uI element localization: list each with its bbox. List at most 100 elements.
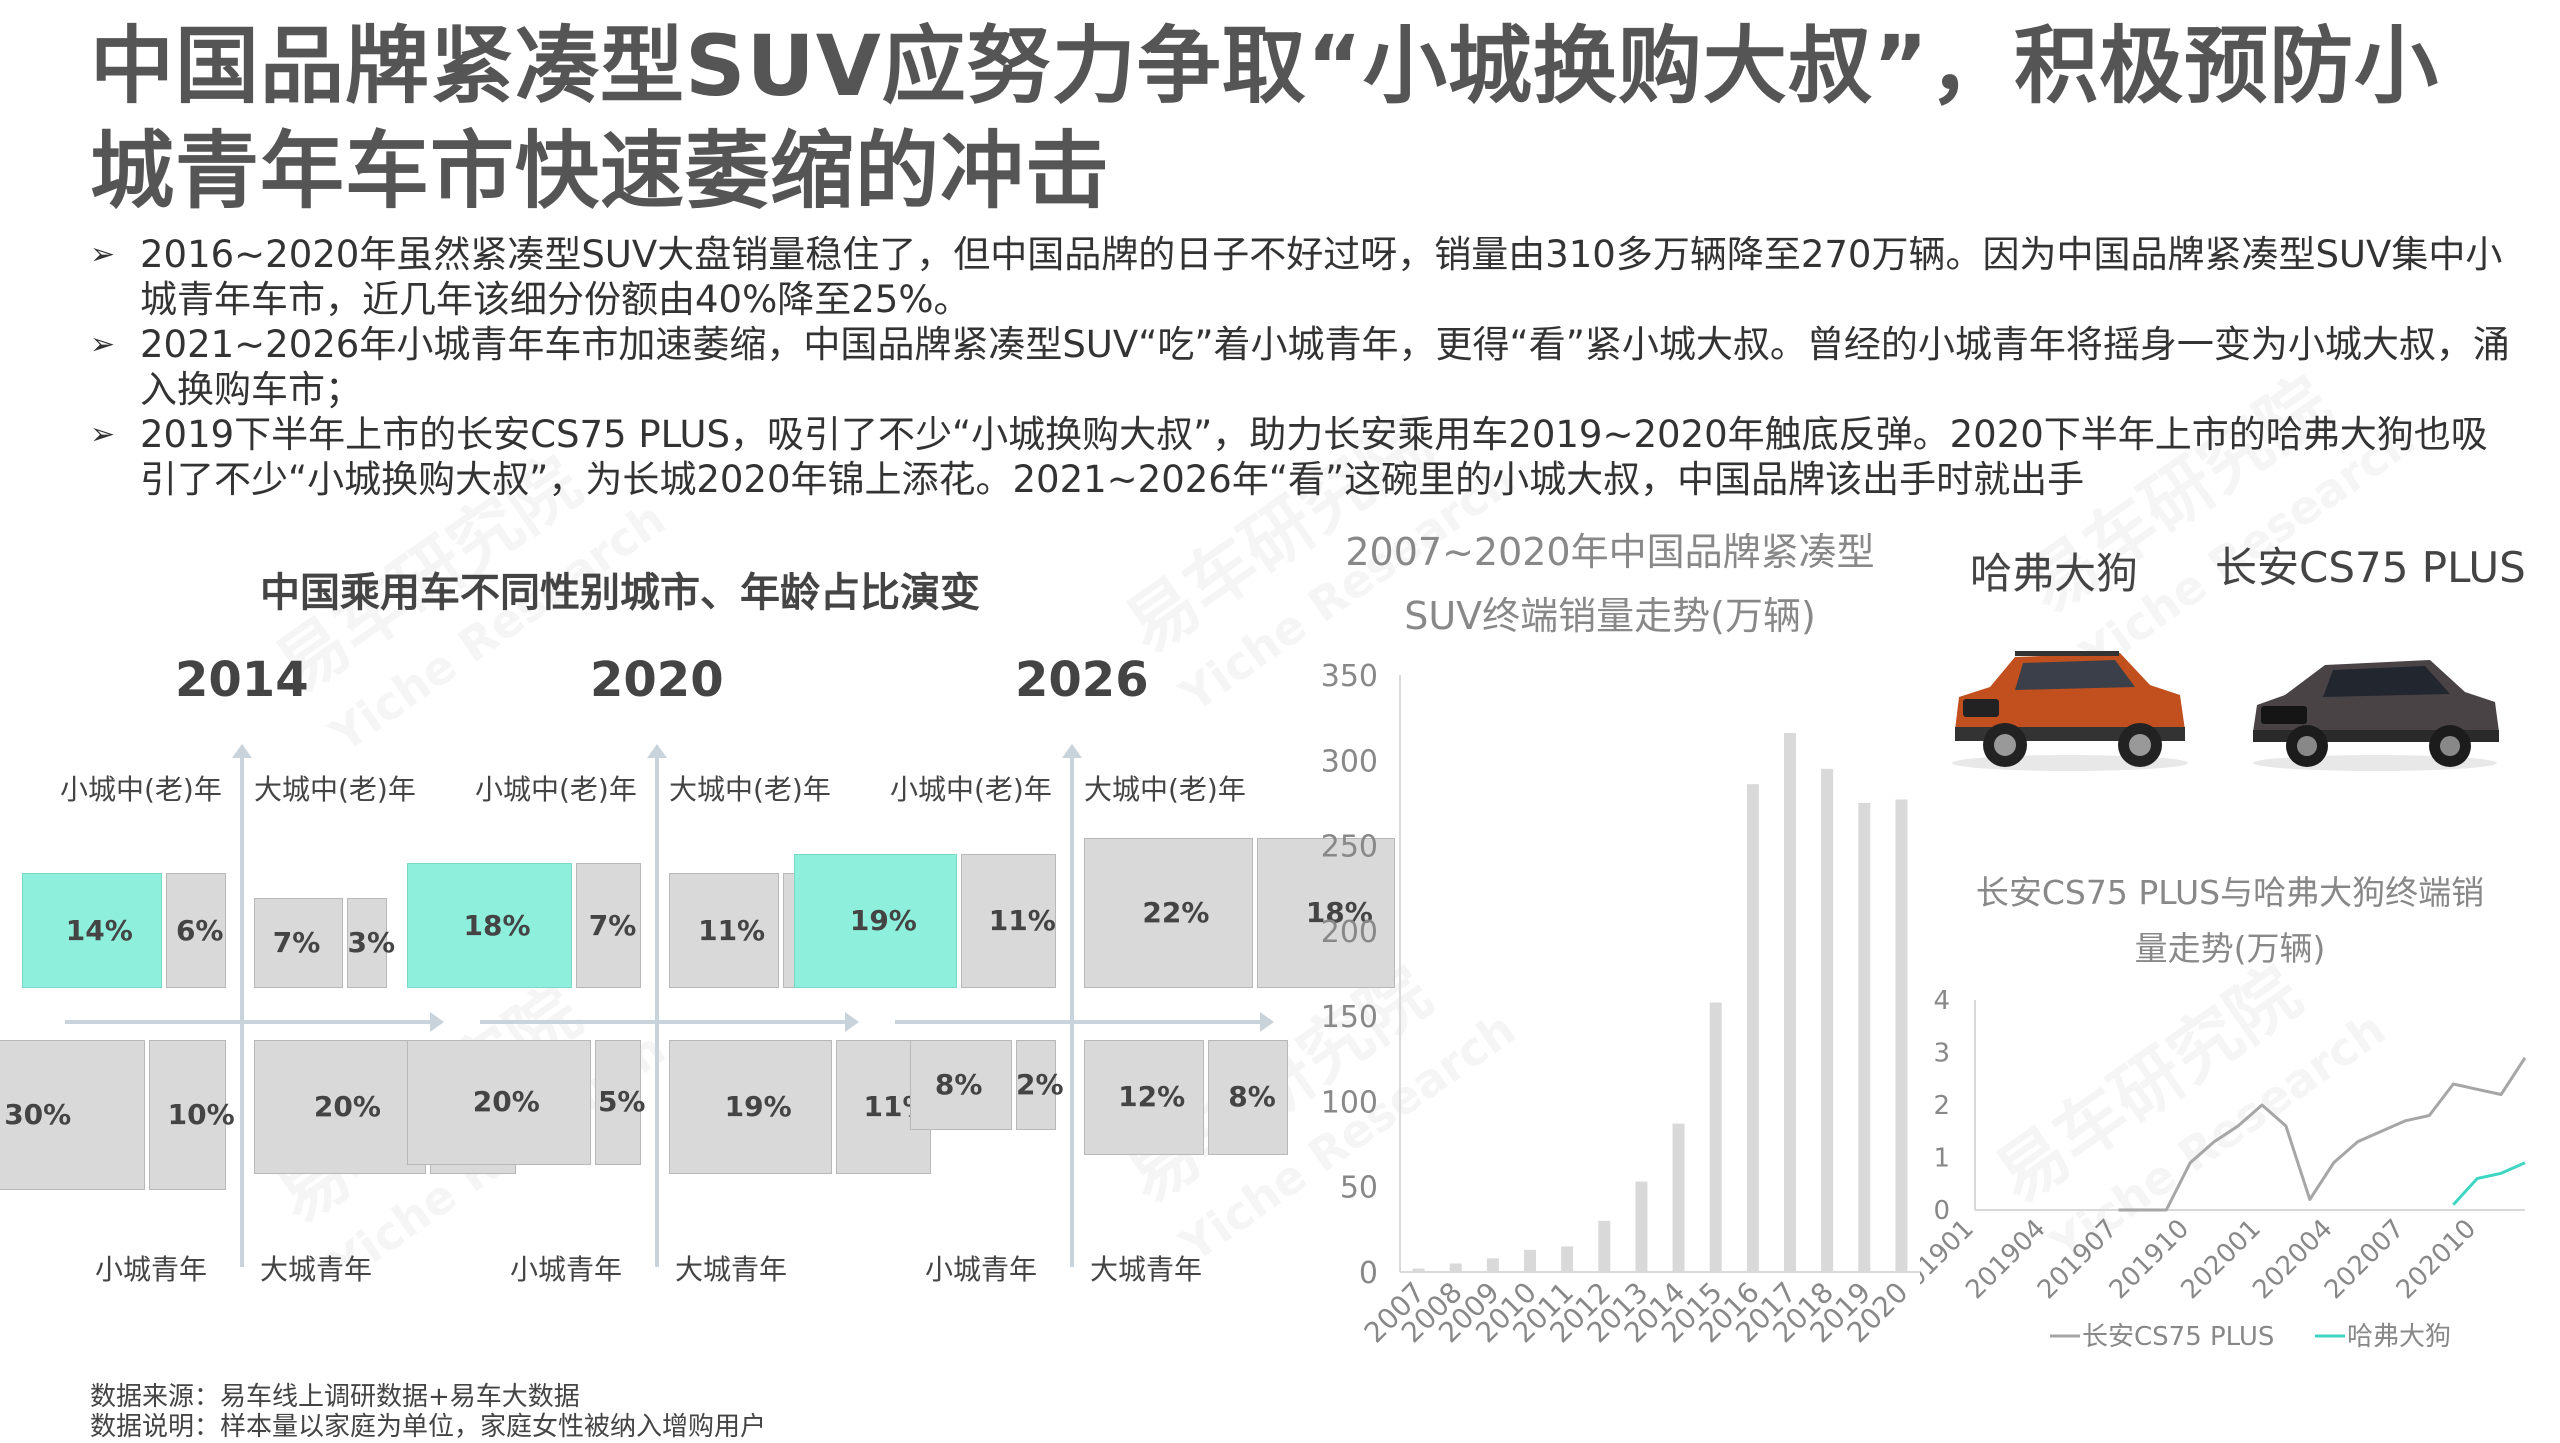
x-tick-label: 202010 — [2391, 1214, 2482, 1305]
car-name-cs75: 长安CS75 PLUS — [2215, 543, 2526, 592]
year-label: 2020 — [590, 652, 724, 708]
bar — [1635, 1181, 1648, 1272]
share-box — [669, 873, 780, 988]
bar — [1821, 768, 1834, 1272]
share-box — [0, 1040, 146, 1190]
share-value: 12% — [1118, 1080, 1186, 1114]
arrow-bullet-icon: ➢ — [90, 417, 116, 452]
share-box — [1084, 1040, 1205, 1155]
arrow-bullet-icon: ➢ — [90, 237, 116, 272]
bar — [1746, 784, 1759, 1272]
bar-chart-title: 2007~2020年中国品牌紧凑型 SUV终端销量走势(万辆) — [1320, 520, 1900, 648]
quadrant-axis-vertical — [655, 752, 659, 1267]
quadrant-label-tl: 小城中(老)年 — [60, 773, 222, 806]
axis-arrow-icon — [232, 744, 252, 758]
watermark: Yiche Research — [320, 491, 675, 763]
bar — [1486, 1258, 1499, 1272]
share-box — [21, 873, 162, 988]
y-tick-label: 350 — [1321, 659, 1378, 694]
arrow-bullet-icon: ➢ — [90, 327, 116, 362]
bar — [1561, 1246, 1574, 1272]
y-tick-label: 2 — [1933, 1091, 1950, 1121]
share-value: 18% — [1305, 896, 1373, 930]
share-value: 8% — [1228, 1080, 1276, 1114]
share-box — [594, 1040, 641, 1165]
quadrant-label-br: 大城青年 — [260, 1253, 373, 1286]
share-box — [1256, 838, 1395, 988]
quadrant-label-tl: 小城中(老)年 — [890, 773, 1052, 806]
y-tick-label: 1 — [1933, 1144, 1950, 1174]
x-tick-label: 201907 — [2032, 1214, 2123, 1305]
share-box — [1084, 838, 1253, 988]
line-chart-title: 长安CS75 PLUS与哈弗大狗终端销 量走势(万辆) — [1960, 865, 2500, 977]
quadrant-axis-vertical — [1070, 752, 1074, 1267]
x-tick-label: 202004 — [2247, 1214, 2338, 1305]
changan-cs75-plus-car-image — [2253, 660, 2499, 771]
share-value: 3% — [347, 926, 396, 960]
quadrant-label-br: 大城青年 — [675, 1253, 788, 1286]
bullet-list: ➢ 2016~2020年虽然紧凑型SUV大盘销量稳住了，但中国品牌的日子不好过呀… — [90, 232, 2510, 502]
bar-chart: 0501001502002503003502007200820092010201… — [1321, 659, 1920, 1349]
share-box — [1208, 1040, 1289, 1155]
share-value: 22% — [1142, 896, 1210, 930]
bullet-item: ➢ 2019下半年上市的长安CS75 PLUS，吸引了不少“小城换购大叔”，助力… — [90, 412, 2510, 502]
share-value: 18% — [463, 908, 531, 942]
bar — [1709, 1002, 1722, 1272]
quadrant-label-tr: 大城中(老)年 — [254, 773, 416, 806]
share-value: 20% — [472, 1085, 540, 1119]
y-tick-label: 3 — [1933, 1039, 1950, 1069]
share-value: 20% — [313, 1089, 381, 1123]
x-tick-label: 202007 — [2319, 1214, 2410, 1305]
share-box — [669, 1040, 833, 1174]
x-tick-label: 202001 — [2176, 1214, 2267, 1305]
bar — [1895, 799, 1908, 1272]
footer-note: 数据说明：样本量以家庭为单位，家庭女性被纳入增购用户 — [90, 1412, 767, 1442]
y-tick-label: 0 — [1359, 1256, 1378, 1291]
page-title: 中国品牌紧凑型SUV应努力争取“小城换购大叔”，积极预防小城青年车市快速萎缩的冲… — [90, 17, 2440, 220]
quadrant-label-tr: 大城中(老)年 — [1084, 773, 1246, 806]
legend-label: 哈弗大狗 — [2347, 1322, 2451, 1352]
axis-arrow-icon — [1062, 744, 1082, 758]
share-box — [961, 854, 1056, 988]
quadrant-axis-vertical — [240, 752, 244, 1267]
bar — [1449, 1263, 1462, 1272]
y-tick-label: 0 — [1933, 1196, 1950, 1226]
share-value: 7% — [272, 926, 321, 960]
year-label: 2026 — [1015, 652, 1149, 708]
quadrant-label-tl: 小城中(老)年 — [475, 773, 637, 806]
quadrant-label-bl: 小城青年 — [925, 1253, 1038, 1286]
series-line — [2118, 1056, 2527, 1212]
share-value: 5% — [597, 1085, 646, 1119]
quadrant-label-bl: 小城青年 — [510, 1253, 623, 1286]
share-box — [406, 1040, 591, 1165]
share-value: 11% — [698, 913, 766, 947]
bullet-text: 2019下半年上市的长安CS75 PLUS，吸引了不少“小城换购大叔”，助力长安… — [140, 413, 2488, 501]
line-chart-title-line: 量走势(万辆) — [2134, 929, 2326, 968]
bar — [1858, 802, 1871, 1272]
bar-chart-title-line: SUV终端销量走势(万辆) — [1404, 594, 1816, 638]
axis-arrow-icon — [845, 1012, 859, 1032]
share-value: 14% — [65, 913, 133, 947]
bar — [1672, 1123, 1685, 1272]
quadrant-label-tr: 大城中(老)年 — [669, 773, 831, 806]
y-tick-label: 250 — [1321, 830, 1378, 865]
share-box — [576, 863, 641, 988]
series-line — [2452, 1161, 2526, 1206]
y-tick-label: 50 — [1340, 1171, 1378, 1206]
share-box — [254, 898, 344, 988]
bar — [1598, 1220, 1611, 1272]
footer-source: 数据来源：易车线上调研数据+易车大数据 — [90, 1382, 580, 1412]
quadrant-label-bl: 小城青年 — [95, 1253, 208, 1286]
bullet-text: 2021~2026年小城青年车市加速萎缩，中国品牌紧凑型SUV“吃”着小城青年，… — [140, 323, 2510, 411]
quadrant-title: 中国乘用车不同性别城市、年龄占比演变 — [260, 570, 980, 616]
axis-arrow-icon — [647, 744, 667, 758]
share-box — [254, 1040, 426, 1174]
share-box — [406, 863, 573, 988]
x-tick-label: 201904 — [1960, 1214, 2051, 1305]
share-value: 19% — [849, 904, 917, 938]
quadrant-axis-horizontal — [895, 1020, 1265, 1024]
bar-chart-title-line: 2007~2020年中国品牌紧凑型 — [1345, 530, 1875, 574]
y-tick-label: 4 — [1933, 986, 1950, 1016]
axis-arrow-icon — [430, 1012, 444, 1032]
bullet-item: ➢ 2016~2020年虽然紧凑型SUV大盘销量稳住了，但中国品牌的日子不好过呀… — [90, 232, 2510, 322]
